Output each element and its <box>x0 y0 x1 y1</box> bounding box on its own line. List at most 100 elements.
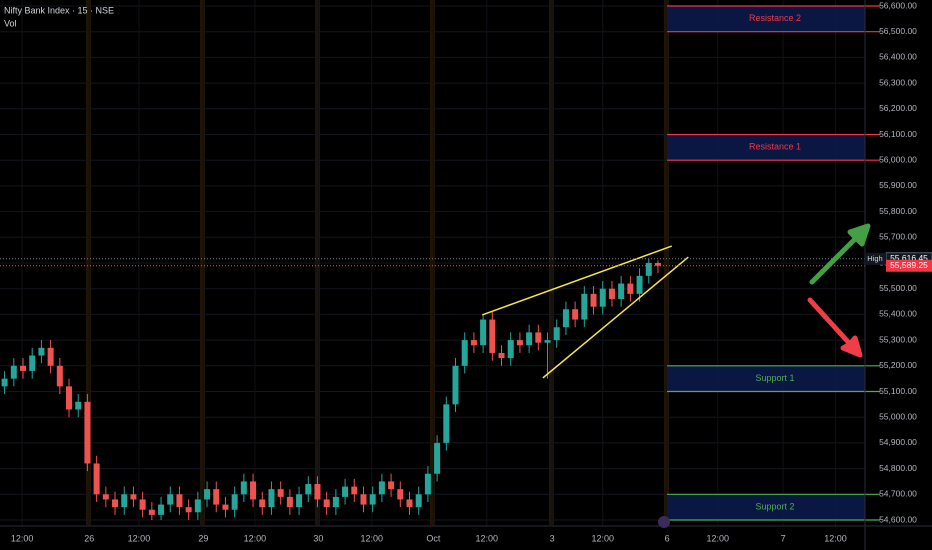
y-tick-label: 56,300.00 <box>879 77 917 87</box>
candle-body <box>618 283 625 299</box>
candle-body <box>351 486 358 495</box>
candle-body <box>526 332 533 346</box>
candle-body <box>148 509 155 515</box>
candle-body <box>572 309 579 320</box>
x-tick-label: 12:00 <box>824 533 847 543</box>
volume-label: Vol <box>4 18 17 28</box>
price-box <box>886 259 932 272</box>
candle-body <box>461 340 468 366</box>
candle-body <box>480 319 487 346</box>
candle-body <box>194 499 201 513</box>
y-tick-label: 56,000.00 <box>879 154 917 164</box>
candle-body <box>10 365 17 379</box>
candle-body <box>645 263 652 276</box>
candle-body <box>204 489 211 500</box>
x-tick-label: Oct <box>426 533 441 543</box>
candle-body <box>443 404 450 443</box>
price-tag <box>865 252 886 265</box>
x-tick-label: 3 <box>550 533 555 543</box>
candle-body <box>553 327 560 341</box>
candle-body <box>470 340 477 346</box>
candle-body <box>332 496 339 508</box>
candle-body <box>47 347 54 366</box>
candle-body <box>29 355 36 371</box>
candle-body <box>286 496 293 508</box>
candle-body <box>296 494 303 508</box>
candle-body <box>314 484 321 500</box>
zone <box>667 494 865 520</box>
x-tick-label: 12:00 <box>591 533 614 543</box>
candle-body <box>342 486 349 497</box>
zone <box>667 134 865 161</box>
candle-body <box>498 352 505 359</box>
x-tick-label: 7 <box>781 533 786 543</box>
zone-label: Support 1 <box>755 373 794 383</box>
candle-body <box>360 494 367 505</box>
candle-body <box>516 340 523 346</box>
candle-body <box>562 309 569 328</box>
y-tick-label: 54,600.00 <box>879 514 917 524</box>
candle-body <box>323 499 330 508</box>
alert-icon[interactable] <box>658 516 670 528</box>
x-tick-label: 12:00 <box>361 533 384 543</box>
y-tick-label: 56,400.00 <box>879 52 917 62</box>
y-tick-label: 54,900.00 <box>879 437 917 447</box>
candle-body <box>20 365 27 371</box>
trendline <box>542 256 689 379</box>
chart-title: Nifty Bank Index · 15 · NSE <box>4 5 114 15</box>
candle-body <box>507 340 514 359</box>
candle-body <box>590 293 597 307</box>
y-tick-label: 54,800.00 <box>879 463 917 473</box>
candle-body <box>489 319 496 353</box>
down-arrow <box>807 297 863 358</box>
zone-label: Support 2 <box>755 502 794 512</box>
candle-body <box>231 494 238 510</box>
candle-body <box>599 288 606 307</box>
candle-body <box>608 288 615 299</box>
candle-body <box>222 504 229 510</box>
candle-body <box>102 494 109 500</box>
y-tick-label: 56,500.00 <box>879 26 917 36</box>
y-tick-label: 55,400.00 <box>879 309 917 319</box>
candle-body <box>139 499 146 510</box>
candle-body <box>627 283 634 294</box>
up-arrow <box>809 223 871 285</box>
candle-body <box>654 263 661 266</box>
x-tick-label: 6 <box>665 533 670 543</box>
price-tag-label: High <box>867 254 882 263</box>
candle-body <box>415 494 422 508</box>
x-tick-label: 12:00 <box>244 533 267 543</box>
y-tick-label: 55,900.00 <box>879 180 917 190</box>
y-tick-label: 55,500.00 <box>879 283 917 293</box>
candle-body <box>185 507 192 513</box>
y-tick-label: 56,600.00 <box>879 0 917 10</box>
candle-body <box>581 293 588 320</box>
candle-body <box>176 494 183 508</box>
y-tick-label: 54,700.00 <box>879 489 917 499</box>
candle-body <box>369 494 376 505</box>
zone-label: Resistance 2 <box>749 13 801 23</box>
candle-body <box>167 494 174 505</box>
y-tick-label: 55,300.00 <box>879 334 917 344</box>
candle-body <box>130 494 137 500</box>
candle-body <box>75 401 82 410</box>
candle-body <box>388 481 395 490</box>
y-tick-label: 55,200.00 <box>879 360 917 370</box>
zone <box>667 365 865 392</box>
candle-body <box>636 275 643 294</box>
x-tick-label: 12:00 <box>476 533 499 543</box>
plot <box>0 0 880 526</box>
candle-body <box>305 484 312 495</box>
candle-body <box>378 481 385 495</box>
zone <box>667 6 865 32</box>
trendline <box>481 245 673 316</box>
candle-body <box>544 340 551 343</box>
candle-body <box>240 481 247 495</box>
candle-body <box>434 442 441 474</box>
candle-body <box>66 386 73 410</box>
candle-body <box>121 494 128 508</box>
x-tick-label: 12:00 <box>707 533 730 543</box>
y-tick-label: 55,100.00 <box>879 386 917 396</box>
